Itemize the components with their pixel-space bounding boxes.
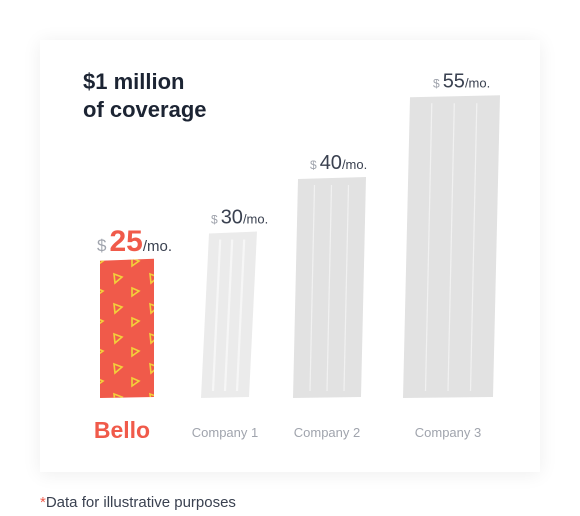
value-label: $25/mo. — [97, 225, 172, 258]
bar-texture-stroke — [424, 103, 433, 392]
bar-texture-stroke — [211, 239, 222, 392]
footnote-text: Data for illustrative purposes — [45, 494, 236, 511]
bar-texture-stroke — [343, 184, 350, 392]
chart-title-line-1: $1 million — [83, 69, 185, 94]
chart-title-line-2: of coverage — [83, 97, 207, 122]
value-label-unit: /mo. — [342, 157, 367, 172]
value-label-currency: $ — [310, 158, 317, 172]
bar-texture-stroke — [223, 239, 234, 392]
bar-texture-stroke — [326, 184, 333, 392]
value-label: $55/mo. — [433, 70, 490, 92]
chart-title: $1 million of coverage — [83, 68, 207, 124]
footnote-asterisk: * — [40, 494, 46, 511]
bar-texture-stroke — [309, 184, 316, 392]
value-label-unit: /mo. — [465, 75, 490, 90]
value-label: $40/mo. — [310, 152, 367, 174]
value-label-currency: $ — [433, 76, 440, 90]
category-label: Company 1 — [192, 425, 258, 440]
value-label-amount: 55 — [443, 70, 465, 92]
category-label: Company 3 — [415, 425, 481, 440]
value-label-unit: /mo. — [243, 212, 268, 227]
footnote: *Data for illustrative purposes — [40, 494, 236, 511]
value-label-unit: /mo. — [143, 238, 172, 255]
value-label-currency: $ — [211, 213, 218, 227]
category-label: Company 2 — [294, 425, 360, 440]
value-label-amount: 40 — [320, 152, 342, 174]
value-label-currency: $ — [97, 236, 107, 255]
bar-texture-stroke — [235, 239, 246, 392]
category-label: Bello — [94, 417, 150, 443]
value-label-amount: 25 — [109, 225, 142, 258]
value-label: $30/mo. — [211, 207, 268, 229]
value-label-amount: 30 — [221, 207, 243, 229]
bar-texture-stroke — [469, 103, 478, 392]
bar-triangle-pattern — [100, 258, 154, 398]
bar-texture-stroke — [447, 103, 455, 392]
